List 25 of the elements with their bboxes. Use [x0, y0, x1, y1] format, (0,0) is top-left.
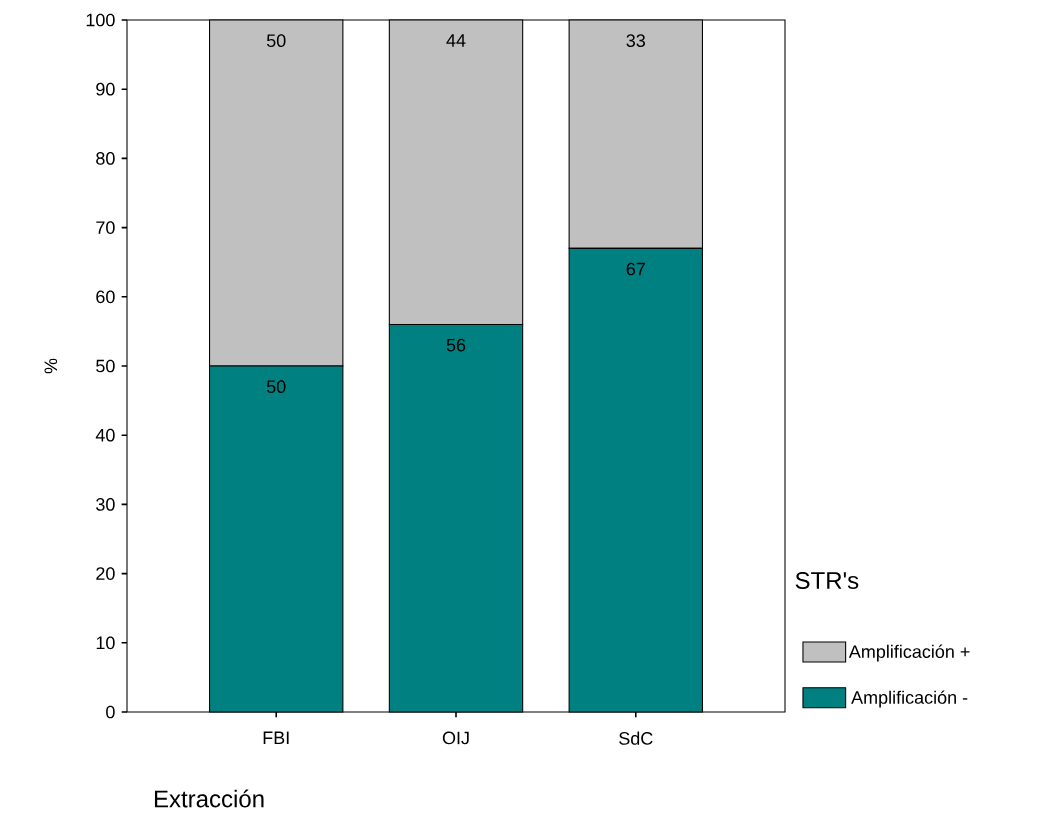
- y-tick-label: 80: [96, 152, 115, 165]
- data-label: 33: [626, 34, 645, 47]
- data-label: 44: [446, 34, 466, 47]
- y-tick-label: 70: [96, 221, 115, 234]
- y-tick-label: 30: [96, 498, 115, 511]
- y-tick-label: 50: [96, 359, 115, 373]
- data-label: 50: [266, 34, 286, 47]
- y-tick-label: 90: [96, 82, 115, 96]
- y-tick-label: 100: [86, 13, 115, 27]
- y-axis-title: %: [44, 358, 58, 374]
- y-tick-label: 10: [96, 636, 115, 650]
- data-label: 67: [626, 262, 645, 276]
- x-tick-label: OIJ: [442, 731, 469, 745]
- y-tick-label: 20: [96, 567, 115, 580]
- data-label: 50: [266, 380, 286, 393]
- y-tick-label: 60: [96, 290, 115, 304]
- x-axis-title: Extracción: [154, 789, 264, 808]
- legend-label: Amplificación +: [848, 644, 970, 662]
- data-label: 56: [446, 338, 466, 352]
- y-tick-label: 40: [95, 428, 115, 442]
- y-tick-label: 0: [106, 705, 115, 719]
- x-tick-label: SdC: [619, 731, 653, 745]
- legend-label: Amplificación -: [851, 690, 968, 708]
- legend-title: STR's: [795, 572, 859, 590]
- x-tick-label: FBI: [263, 731, 289, 744]
